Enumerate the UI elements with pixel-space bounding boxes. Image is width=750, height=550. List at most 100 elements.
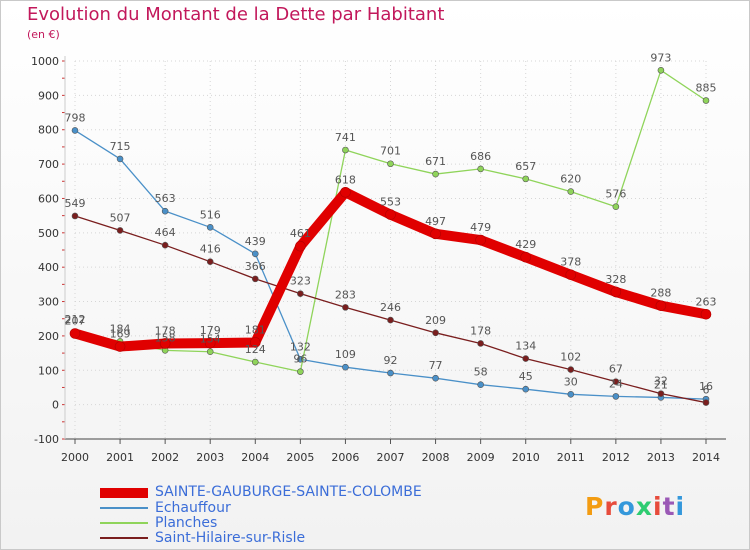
data-label: 464 <box>155 226 176 239</box>
data-label: 416 <box>200 243 221 256</box>
data-point <box>702 399 710 406</box>
data-point <box>249 337 261 348</box>
data-label: 576 <box>605 188 626 201</box>
data-label: 209 <box>425 314 446 327</box>
data-label: 124 <box>245 343 266 356</box>
x-tick-label: 2003 <box>196 451 224 464</box>
data-label: 154 <box>200 333 221 346</box>
data-point <box>657 66 665 74</box>
data-label: 741 <box>335 131 356 144</box>
data-label: 516 <box>200 208 221 221</box>
data-labels: 798 715 563 516 439 132 109 92 77 58 45 30 24 21 16 212… <box>65 51 717 396</box>
data-point <box>475 234 486 246</box>
data-label: 715 <box>110 140 131 153</box>
x-tick-label: 2014 <box>692 451 720 464</box>
logo-letter: i <box>675 492 686 521</box>
data-point <box>116 155 124 163</box>
data-label: 6 <box>703 384 710 397</box>
data-label: 323 <box>290 275 311 288</box>
series-group <box>69 66 712 406</box>
data-point <box>206 224 214 231</box>
y-tick-label: 900 <box>38 89 59 102</box>
data-label: 207 <box>65 315 86 328</box>
data-point <box>385 209 396 220</box>
data-label: 657 <box>515 160 536 173</box>
x-tick-label: 2007 <box>377 451 405 464</box>
data-label: 21 <box>654 378 668 391</box>
data-label: 178 <box>470 324 491 337</box>
data-label: 439 <box>245 235 266 248</box>
data-label: 24 <box>609 377 623 390</box>
data-label: 169 <box>110 328 131 341</box>
y-tick-label: 500 <box>38 227 59 240</box>
data-point <box>297 290 304 297</box>
data-point <box>612 378 620 385</box>
x-tick-label: 2005 <box>286 451 314 464</box>
data-point <box>342 304 349 311</box>
data-point <box>700 308 712 320</box>
legend-label-echauffour: Echauffour <box>155 500 231 516</box>
data-label: 109 <box>335 348 356 361</box>
y-tick-label: 800 <box>38 124 59 137</box>
data-point <box>159 338 171 349</box>
data-label: 429 <box>515 238 536 251</box>
data-label: 212 <box>65 313 86 326</box>
data-label: 77 <box>429 359 443 372</box>
data-point <box>477 165 484 173</box>
data-point <box>297 368 304 375</box>
data-label: 620 <box>560 173 581 186</box>
logo-letter: o <box>617 492 636 521</box>
y-unit-label: (en €) <box>27 28 60 41</box>
data-label: 479 <box>470 221 491 234</box>
x-tick-label: 2001 <box>106 451 134 464</box>
data-point <box>204 337 216 349</box>
data-point <box>522 175 530 183</box>
data-label: 96 <box>293 353 307 366</box>
data-label: 798 <box>65 111 86 124</box>
data-point <box>432 170 439 178</box>
legend-label-sainte-gauburge: SAINTE-GAUBURGE-SAINTE-COLOMBE <box>155 484 422 500</box>
data-label: 497 <box>425 215 446 228</box>
data-point <box>612 203 620 211</box>
logo-letter: P <box>585 492 605 521</box>
data-label: 378 <box>560 256 581 269</box>
data-point <box>657 390 665 397</box>
data-label: 461 <box>290 227 311 240</box>
data-point <box>477 381 484 389</box>
data-label: 328 <box>605 273 626 286</box>
data-point <box>387 369 394 377</box>
data-label: 283 <box>335 288 356 301</box>
data-label: 553 <box>380 196 401 209</box>
data-point <box>432 374 439 382</box>
data-label: 701 <box>380 145 401 158</box>
data-point <box>702 97 710 104</box>
data-point <box>340 186 351 198</box>
data-point <box>251 358 259 366</box>
data-point <box>432 329 439 337</box>
x-tick-label: 2012 <box>602 451 630 464</box>
logo-letter: i <box>653 492 663 521</box>
y-tick-label: 300 <box>38 296 59 309</box>
y-tick-label: 0 <box>52 399 59 412</box>
data-label: 618 <box>335 173 356 186</box>
chart-title: Evolution du Montant de la Dette par Hab… <box>27 4 445 25</box>
data-label: 549 <box>65 197 86 210</box>
data-label: 181 <box>245 323 266 336</box>
x-tick-label: 2008 <box>422 451 450 464</box>
data-label: 45 <box>519 370 533 383</box>
data-label: 563 <box>155 192 176 205</box>
logo-letter: x <box>635 492 653 521</box>
axes: -100 0 100 200 300 400 500 600 700 800 900 1000 2000… <box>31 55 726 464</box>
data-point <box>522 385 530 393</box>
data-point <box>116 227 124 234</box>
data-label: 178 <box>155 324 176 337</box>
data-point <box>387 160 394 168</box>
data-point <box>69 328 81 339</box>
x-tick-label: 2011 <box>557 451 585 464</box>
data-point <box>206 258 214 265</box>
data-point <box>295 240 306 252</box>
data-point <box>161 241 169 249</box>
data-point <box>161 207 169 215</box>
y-tick-label: 1000 <box>31 55 59 68</box>
